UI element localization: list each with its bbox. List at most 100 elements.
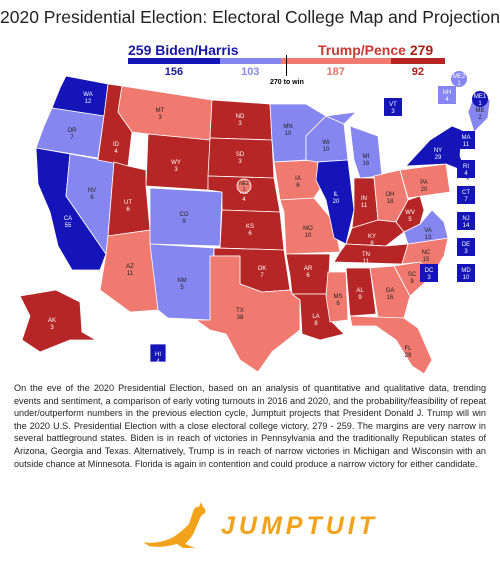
state-il: [315, 159, 355, 245]
box-md-ev: 10: [463, 275, 470, 281]
state-abbr-in: IN: [361, 196, 367, 202]
state-ev-la: 8: [314, 321, 318, 327]
state-ev-or: 7: [70, 135, 74, 141]
state-abbr-sc: SC: [408, 272, 417, 278]
state-ev-ne: 4: [242, 197, 246, 203]
state-abbr-ks: KS: [246, 224, 254, 230]
bar-value-1: 103: [241, 66, 260, 78]
us-map: WA12OR7CA55NV6ID4MT3WY3UT6AZ11CO9NM5ND3S…: [19, 71, 491, 375]
district-me1-ev: 1: [478, 101, 482, 107]
state-tx: [195, 255, 301, 373]
state-ev-nm: 5: [180, 285, 184, 291]
bar-value-0: 156: [164, 66, 184, 78]
state-abbr-va: VA: [424, 228, 432, 234]
box-ri: [457, 160, 475, 178]
bar-value-2: 187: [326, 66, 345, 78]
state-ev-wa: 12: [85, 99, 92, 105]
box-md: [457, 264, 475, 282]
state-mt: [117, 85, 213, 141]
state-abbr-pa: PA: [420, 180, 428, 186]
box-vt: [384, 98, 402, 116]
state-abbr-hi: HI: [155, 352, 161, 358]
state-ev-nv: 6: [90, 195, 94, 201]
state-ev-nc: 15: [423, 257, 430, 263]
state-abbr-nv: NV: [88, 188, 96, 194]
state-abbr-il: IL: [333, 192, 339, 198]
win-label: 270 to win: [270, 79, 304, 86]
state-pa: [399, 163, 451, 199]
state-ev-oh: 18: [387, 199, 394, 205]
state-fl: [349, 315, 433, 375]
state-ut: [107, 161, 151, 237]
district-ne2-abbr: NE2: [239, 181, 249, 187]
box-nj-ev: 14: [463, 223, 470, 229]
state-ev-tx: 38: [237, 315, 244, 321]
box-dc-ev: 3: [427, 275, 431, 281]
box-ct: [457, 186, 475, 204]
state-abbr-ut: UT: [124, 200, 132, 206]
electoral-bar-labels: 156 103 187 92: [128, 66, 445, 80]
state-abbr-la: LA: [312, 314, 319, 320]
state-ev-wy: 3: [174, 167, 178, 173]
state-abbr-ok: OK: [258, 266, 267, 272]
state-al: [345, 267, 377, 317]
box-ma-ev: 11: [463, 142, 470, 148]
state-ev-ms: 6: [336, 301, 340, 307]
state-ev-wi: 10: [323, 147, 330, 153]
state-ev-wv: 5: [408, 217, 412, 223]
state-ev-ut: 6: [126, 207, 130, 213]
state-abbr-ga: GA: [386, 288, 395, 294]
page-title: 2020 Presidential Election: Electoral Co…: [0, 7, 500, 27]
state-ev-ny: 29: [435, 155, 442, 161]
state-abbr-mt: MT: [156, 108, 165, 114]
state-abbr-ky: KY: [368, 234, 376, 240]
state-ev-mi: 16: [363, 161, 370, 167]
state-ev-in: 11: [361, 203, 368, 209]
state-abbr-wy: WY: [171, 160, 181, 166]
state-ev-al: 9: [358, 295, 362, 301]
state-abbr-nm: NM: [177, 278, 186, 284]
biden-score: 259 Biden/Harris: [128, 42, 239, 58]
state-nd: [209, 99, 273, 141]
state-ev-ca: 55: [65, 223, 72, 229]
state-ev-ok: 7: [260, 273, 264, 279]
state-ny: [405, 125, 471, 183]
state-abbr-ar: AR: [304, 266, 313, 272]
district-me1-abbr: ME1: [474, 94, 487, 100]
state-abbr-co: CO: [180, 212, 189, 218]
box-ma-abbr: MA: [462, 135, 471, 141]
bar-segment-2: [280, 58, 391, 64]
state-ev-ky: 8: [370, 241, 374, 247]
state-abbr-az: AZ: [126, 264, 134, 270]
state-ev-ar: 6: [306, 273, 310, 279]
state-abbr-nc: NC: [422, 250, 431, 256]
box-de: [457, 238, 475, 256]
box-nh-abbr: NH: [443, 90, 452, 96]
state-abbr-oh: OH: [386, 192, 395, 198]
state-ev-hi: 4: [156, 359, 160, 365]
logo-text: JUMPTUIT: [221, 512, 378, 540]
state-abbr-wa: WA: [83, 92, 92, 98]
state-ak: [19, 289, 97, 353]
state-ev-va: 13: [425, 235, 432, 241]
district-me1: [472, 91, 488, 107]
state-ks: [219, 209, 285, 251]
bar-segment-0: [128, 58, 220, 64]
state-abbr-ak: AK: [48, 318, 56, 324]
state-wv: [395, 195, 425, 233]
district-me2-abbr: ME2: [453, 74, 466, 80]
biden-label: Biden/Harris: [155, 42, 239, 58]
box-nh: [438, 86, 456, 104]
state-abbr-id: ID: [113, 142, 120, 148]
box-ri-ev: 4: [464, 171, 468, 177]
state-abbr-sd: SD: [236, 152, 245, 158]
state-ev-co: 9: [182, 219, 186, 225]
state-or: [35, 107, 105, 159]
state-abbr-ny: NY: [434, 148, 442, 154]
box-de-ev: 3: [464, 249, 468, 255]
box-vt-ev: 3: [391, 109, 395, 115]
state-abbr-ca: CA: [64, 216, 72, 222]
biden-total: 259: [128, 42, 152, 58]
state-ms: [325, 271, 349, 323]
